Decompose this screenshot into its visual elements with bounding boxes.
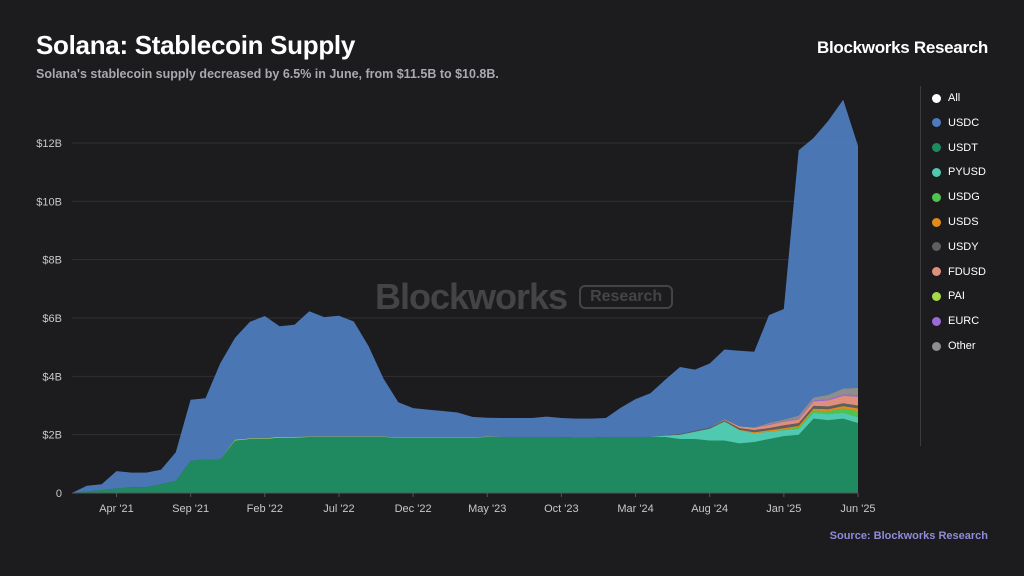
chart-subtitle: Solana's stablecoin supply decreased by … <box>36 67 499 81</box>
stacked-area-chart: 0 $2B $4B $6B $8B $10B $12B Apr '21 Sep '21 Feb '… <box>36 99 876 515</box>
legend-item-usdc[interactable]: USDC <box>932 116 979 130</box>
x-tick-label: Oct '23 <box>544 503 579 515</box>
x-tick-label: Aug '24 <box>691 503 728 515</box>
legend-item-usdt[interactable]: USDT <box>932 141 978 155</box>
legend-swatch <box>932 341 941 351</box>
x-tick-label: Jul '22 <box>323 503 354 515</box>
y-tick-label: 0 <box>56 488 62 500</box>
y-tick-label: $4B <box>42 371 62 383</box>
legend-label: PAI <box>948 290 965 303</box>
legend-swatch <box>932 118 941 128</box>
x-tick-label: Dec '22 <box>395 503 432 515</box>
source-note: Source: Blockworks Research <box>829 530 988 542</box>
legend-label: USDC <box>948 116 980 129</box>
y-tick-label: $6B <box>42 313 62 325</box>
chart-title: Solana: Stablecoin Supply <box>36 30 355 60</box>
legend-label: USDS <box>948 216 979 228</box>
legend-label: Other <box>948 340 976 352</box>
legend-swatch <box>932 291 941 301</box>
legend-label: USDG <box>948 191 980 204</box>
x-tick-label: Mar '24 <box>617 503 653 515</box>
legend-swatch <box>932 93 941 103</box>
watermark: Blockworks Research <box>375 276 674 318</box>
legend-swatch <box>932 143 941 153</box>
legend-item-pyusd[interactable]: PYUSD <box>932 165 986 179</box>
y-tick-label: $10B <box>36 196 62 208</box>
legend-item-pai[interactable]: PAI <box>932 289 965 303</box>
legend-item-all[interactable]: All <box>932 91 960 105</box>
legend-swatch <box>932 192 941 202</box>
legend-item-usdy[interactable]: USDY <box>932 240 979 254</box>
legend-label: PYUSD <box>948 166 986 179</box>
watermark-box: Research <box>579 285 674 309</box>
x-tick-label: Jan '25 <box>766 503 801 515</box>
watermark-main: Blockworks <box>375 276 568 317</box>
x-tick-label: Feb '22 <box>247 503 283 515</box>
chart-legend: All USDC USDT PYUSD USDG USDS USDY FDUSD PAI EURC… <box>920 86 1011 446</box>
legend-swatch <box>932 267 941 277</box>
legend-label: FDUSD <box>948 265 986 278</box>
legend-swatch <box>932 217 941 227</box>
x-tick-label: Apr '21 <box>99 503 134 515</box>
legend-swatch <box>932 316 941 326</box>
legend-label: All <box>948 92 961 104</box>
legend-item-fdusd[interactable]: FDUSD <box>932 265 986 279</box>
legend-label: USDY <box>948 240 979 253</box>
area-usdc <box>72 99 858 494</box>
x-tick-label: Sep '21 <box>172 503 209 515</box>
legend-label: USDT <box>948 141 978 154</box>
legend-swatch <box>932 167 941 177</box>
x-tick-label: Jun '25 <box>840 503 875 515</box>
legend-item-eurc[interactable]: EURC <box>932 314 979 328</box>
legend-swatch <box>932 242 941 252</box>
legend-item-usdg[interactable]: USDG <box>932 190 980 204</box>
y-tick-label: $2B <box>42 430 62 442</box>
legend-item-usds[interactable]: USDS <box>932 215 979 229</box>
x-tick-label: May '23 <box>468 503 506 515</box>
y-tick-label: $8B <box>42 255 62 267</box>
brand-logo: Blockworks Research <box>817 38 988 57</box>
legend-item-other[interactable]: Other <box>932 339 976 353</box>
y-tick-label: $12B <box>36 138 62 150</box>
legend-label: EURC <box>948 315 980 328</box>
area-usdt-overlay <box>72 418 858 493</box>
